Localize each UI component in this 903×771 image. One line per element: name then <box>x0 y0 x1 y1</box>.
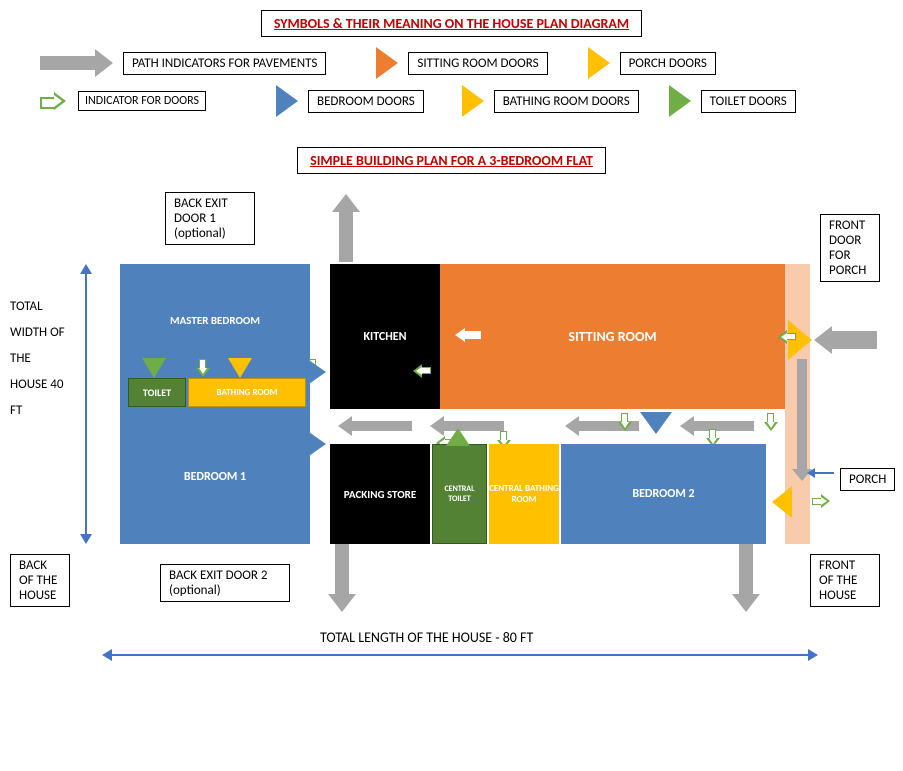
plan-title: SIMPLE BUILDING PLAN FOR A 3-BEDROOM FLA… <box>297 147 606 174</box>
length-dimension-line <box>110 654 810 656</box>
master-bathing: BATHING ROOM <box>188 378 306 407</box>
legend-bathing-doors: BATHING ROOM DOORS <box>494 90 639 113</box>
master-bedroom-door-indicator <box>411 364 431 378</box>
master-bathing-door <box>228 358 252 378</box>
master-toilet-label: TOILET <box>143 386 171 399</box>
legend: PATH INDICATORS FOR PAVEMENTS SITTING RO… <box>10 47 893 117</box>
bedroom-1: BEDROOM 1 <box>120 409 310 544</box>
floor-plan: TOTAL WIDTH OF THE HOUSE 40 FT BACK EXIT… <box>10 174 890 714</box>
gray-arrow-icon <box>40 49 113 77</box>
legend-path-indicators: PATH INDICATORS FOR PAVEMENTS <box>123 52 326 75</box>
back-exit-2-label: BACK EXIT DOOR 2 (optional) <box>160 564 290 602</box>
blue-triangle-icon <box>276 85 298 117</box>
central-bathing: CENTRAL BATHING ROOM <box>489 444 559 544</box>
plan-box: MASTER BEDROOM KITCHEN SITTING ROOM <box>120 264 810 544</box>
legend-title-wrap: SYMBOLS & THEIR MEANING ON THE HOUSE PLA… <box>10 10 893 37</box>
front-entry-arrow <box>814 326 877 354</box>
sitting-room: SITTING ROOM <box>440 264 785 409</box>
kitchen-label: KITCHEN <box>363 330 406 344</box>
back-exit-1-arrow <box>332 194 360 262</box>
length-label: TOTAL LENGTH OF THE HOUSE - 80 FT <box>320 629 533 646</box>
master-toilet: TOILET <box>128 378 186 407</box>
central-toilet-door <box>446 428 470 446</box>
packing-store: PACKING STORE <box>330 444 430 544</box>
bedroom-2-label: BEDROOM 2 <box>632 487 694 501</box>
yellow-triangle-icon-2 <box>462 85 484 117</box>
porch-path-down <box>792 359 812 481</box>
porch-door-bottom <box>772 486 792 518</box>
legend-porch-doors: PORCH DOORS <box>620 52 716 75</box>
legend-indicator-doors: INDICATOR FOR DOORS <box>78 91 206 111</box>
master-bathing-label: BATHING ROOM <box>217 387 278 398</box>
outline-arrow-icon <box>40 92 68 110</box>
sitting-room-kitchen-arrow <box>455 328 481 342</box>
legend-title: SYMBOLS & THEIR MEANING ON THE HOUSE PLA… <box>261 10 642 37</box>
central-toilet-label: CENTRAL TOILET <box>433 484 486 504</box>
central-bathing-door-indicator-2 <box>764 413 778 433</box>
sitting-room-label: SITTING ROOM <box>568 328 656 345</box>
master-bedroom-door <box>306 358 326 386</box>
bedroom-1-label: BEDROOM 1 <box>184 470 246 484</box>
bedroom-2-door <box>640 412 672 434</box>
width-label: TOTAL WIDTH OF THE HOUSE 40 FT <box>10 294 70 424</box>
legend-toilet-doors: TOILET DOORS <box>701 90 796 113</box>
corridor-arrow-1 <box>338 416 412 436</box>
master-bedroom-label: MASTER BEDROOM <box>170 314 260 327</box>
green-triangle-icon <box>669 85 691 117</box>
bedroom-2: BEDROOM 2 <box>561 444 766 544</box>
packing-store-label: PACKING STORE <box>344 488 416 501</box>
yellow-triangle-icon <box>588 47 610 79</box>
front-door-porch-label: FRONT DOOR FOR PORCH <box>820 214 880 282</box>
central-toilet-door-indicator <box>618 413 632 433</box>
plan-title-wrap: SIMPLE BUILDING PLAN FOR A 3-BEDROOM FLA… <box>10 147 893 174</box>
porch-door-top-indicator <box>776 330 796 344</box>
kitchen-door-notch <box>416 312 434 340</box>
legend-bedroom-doors: BEDROOM DOORS <box>308 90 424 113</box>
width-dimension-line <box>85 272 87 536</box>
master-toilet-door-indicator <box>196 359 210 379</box>
central-bathing-label: CENTRAL BATHING ROOM <box>489 483 559 505</box>
master-toilet-door <box>142 358 166 378</box>
bedroom-1-door <box>306 430 326 458</box>
back-exit-2-arrow <box>328 544 356 612</box>
porch-pointer-line <box>812 472 834 474</box>
back-of-house-label: BACK OF THE HOUSE <box>10 554 70 607</box>
legend-sitting-doors: SITTING ROOM DOORS <box>408 52 547 75</box>
orange-triangle-icon <box>376 47 398 79</box>
porch-label: PORCH <box>840 468 895 491</box>
porch-door-bottom-indicator <box>812 494 832 508</box>
porch-pointer-head <box>807 468 815 478</box>
front-exit-arrow <box>732 544 760 612</box>
front-of-house-label: FRONT OF THE HOUSE <box>810 554 880 607</box>
back-exit-1-label: BACK EXIT DOOR 1 (optional) <box>165 192 255 245</box>
central-toilet: CENTRAL TOILET <box>432 444 487 544</box>
